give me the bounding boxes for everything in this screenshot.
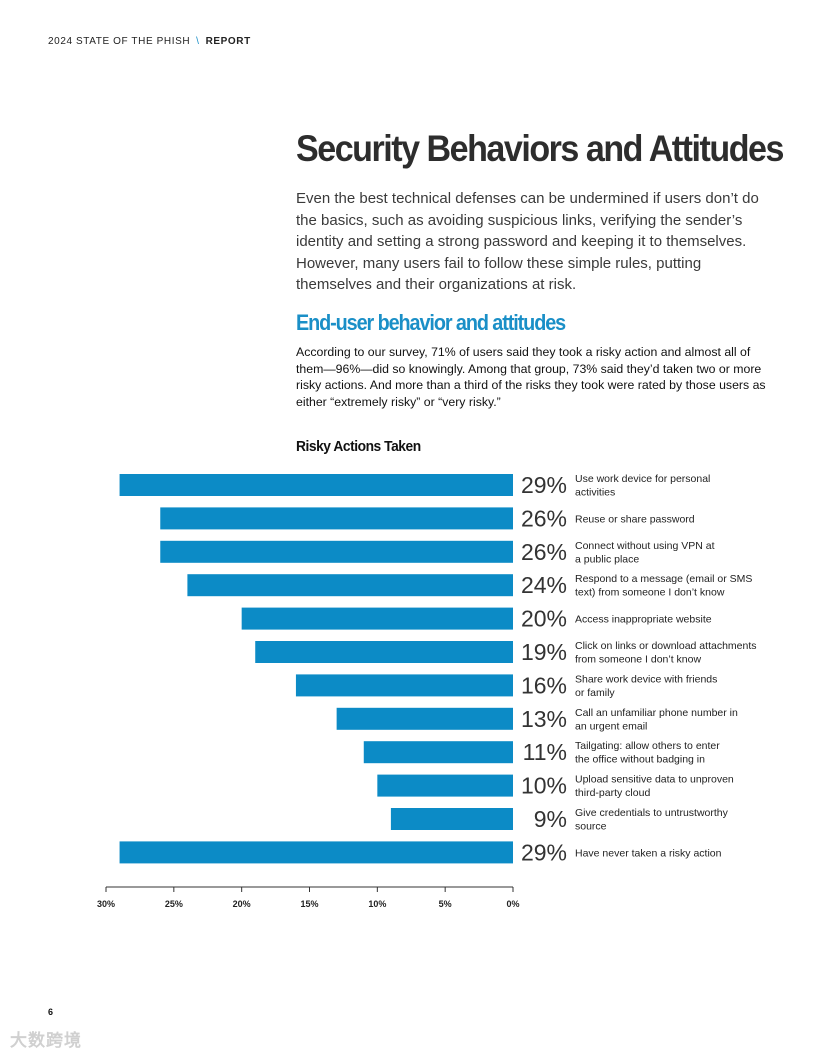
- x-tick-label-6: 0%: [506, 899, 519, 909]
- category-label-line: Call an unfamiliar phone number in: [575, 707, 738, 719]
- header-section: REPORT: [205, 36, 251, 47]
- bar-11: [119, 841, 514, 864]
- category-label-line: source: [575, 821, 607, 833]
- category-label-line: Give credentials to untrustworthy: [575, 807, 729, 819]
- category-label-line: an urgent email: [575, 720, 647, 732]
- bar-3: [187, 574, 513, 597]
- value-label-2: 26%: [521, 539, 567, 565]
- category-label-line: Share work device with friends: [575, 673, 717, 685]
- value-label-11: 29%: [521, 839, 567, 865]
- x-tick-label-1: 25%: [165, 899, 183, 909]
- category-label-line: Tailgating: allow others to enter: [575, 740, 720, 752]
- value-label-5: 19%: [521, 639, 567, 665]
- x-tick-label-0: 30%: [97, 899, 115, 909]
- category-label-10: Give credentials to untrustworthy source: [575, 807, 729, 833]
- body-paragraph: According to our survey, 71% of users sa…: [296, 345, 766, 409]
- category-label-1: Reuse or share password: [575, 513, 695, 525]
- category-label-line: the office without badging in: [575, 754, 705, 766]
- category-label-4: Access inappropriate website: [575, 614, 712, 626]
- x-tick-label-5: 5%: [439, 899, 452, 909]
- category-label-line: from someone I don’t know: [575, 654, 701, 666]
- value-label-3: 24%: [521, 572, 567, 598]
- running-header: 2024 STATE OF THE PHISH \ REPORT: [48, 36, 251, 47]
- category-label-11: Have never taken a risky action: [575, 847, 722, 859]
- value-label-8: 11%: [523, 739, 567, 765]
- header-doc-title: 2024 STATE OF THE PHISH: [48, 36, 191, 47]
- category-label-line: Click on links or download attachments: [575, 640, 757, 652]
- category-label-5: Click on links or download attachments fr…: [575, 640, 757, 666]
- value-label-10: 9%: [534, 806, 567, 832]
- category-label-0: Use work device for personal activities: [575, 473, 710, 499]
- category-label-2: Connect without using VPN at a public pla…: [575, 540, 715, 566]
- value-label-1: 26%: [521, 505, 567, 531]
- x-tick-label-4: 10%: [368, 899, 386, 909]
- category-label-line: Have never taken a risky action: [575, 847, 722, 859]
- category-label-line: Upload sensitive data to unproven: [575, 774, 734, 786]
- category-label-3: Respond to a message (email or SMS text) …: [575, 573, 752, 599]
- bar-5: [255, 641, 513, 663]
- category-label-line: a public place: [575, 553, 639, 565]
- bar-4: [241, 607, 513, 630]
- bar-7: [336, 707, 513, 730]
- chart-title: Risky Actions Taken: [296, 438, 421, 455]
- section-subtitle: End-user behavior and attitudes: [296, 310, 566, 335]
- category-label-line: Respond to a message (email or SMS: [575, 573, 752, 585]
- bar-8: [363, 741, 513, 764]
- category-label-line: Reuse or share password: [575, 513, 695, 525]
- watermark-logo: 大数跨境: [10, 1031, 82, 1050]
- bar-1: [160, 507, 513, 530]
- category-label-line: text) from someone I don’t know: [575, 587, 725, 599]
- category-label-line: Access inappropriate website: [575, 614, 712, 626]
- category-label-7: Call an unfamiliar phone number in an urg…: [575, 707, 738, 733]
- bar-6: [295, 674, 513, 697]
- bar-2: [160, 540, 513, 563]
- bar-9: [377, 774, 513, 797]
- value-label-4: 20%: [521, 606, 567, 632]
- category-label-line: or family: [575, 687, 615, 699]
- category-label-9: Upload sensitive data to unproven third-p…: [575, 774, 734, 800]
- page-number: 6: [48, 1007, 54, 1017]
- intro-paragraph: Even the best technical defenses can be …: [296, 190, 759, 293]
- x-tick-label-2: 20%: [233, 899, 251, 909]
- page-title: Security Behaviors and Attitudes: [296, 128, 784, 169]
- bar-10: [390, 808, 513, 830]
- bar-0: [119, 474, 514, 496]
- header-separator: \: [196, 36, 200, 47]
- category-label-line: Use work device for personal: [575, 473, 710, 485]
- category-label-line: activities: [575, 487, 615, 499]
- category-label-8: Tailgating: allow others to enter the off…: [575, 740, 720, 766]
- category-label-line: Connect without using VPN at: [575, 540, 715, 552]
- value-label-9: 10%: [521, 773, 567, 799]
- category-label-line: third-party cloud: [575, 787, 650, 799]
- x-tick-label-3: 15%: [300, 899, 318, 909]
- value-label-6: 16%: [521, 672, 567, 698]
- value-label-0: 29%: [521, 472, 567, 498]
- value-label-7: 13%: [521, 706, 567, 732]
- category-label-6: Share work device with friends or family: [575, 673, 717, 699]
